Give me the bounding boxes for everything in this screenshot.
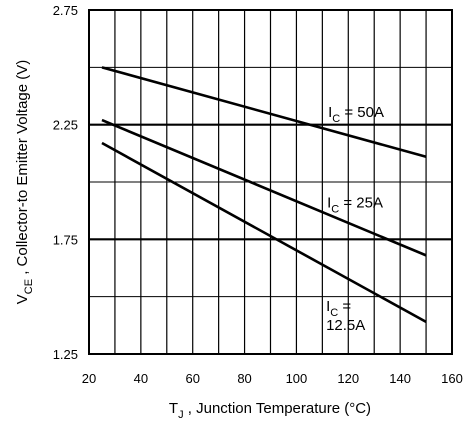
y-tick-label: 1.25	[53, 347, 78, 362]
x-tick-label: 120	[337, 371, 359, 386]
x-tick-label: 100	[286, 371, 308, 386]
y-tick-labels: 1.25 1.75 2.25 2.75	[53, 3, 78, 362]
x-axis-label-rest: , Junction Temperature (°C)	[184, 400, 371, 417]
x-axis-label-main: T	[169, 400, 178, 417]
y-axis-label: VCE , Collector-to Emitter Voltage (V)	[14, 60, 35, 305]
x-tick-labels: 20 40 60 80 100 120 140 160	[82, 371, 463, 386]
x-tick-label: 160	[441, 371, 463, 386]
plot-frame	[88, 9, 453, 355]
x-axis-label-subscript: J	[178, 409, 184, 421]
y-tick-label: 1.75	[53, 232, 78, 247]
y-tick-label: 2.75	[53, 3, 78, 18]
series-label-1: IC = 50A	[328, 104, 384, 125]
series-line-1	[101, 66, 427, 159]
y-tick-label: 2.25	[53, 118, 78, 133]
y-axis-label-subscript: CE	[23, 279, 35, 294]
y-axis-label-main: V	[14, 294, 31, 304]
x-tick-label: 80	[237, 371, 251, 386]
series-line-2	[101, 118, 427, 257]
x-tick-label: 20	[82, 371, 96, 386]
series-labels: IC = 50A IC = 25A IC = 12.5A	[326, 104, 384, 334]
grid	[89, 10, 452, 354]
y-axis-label-rest: , Collector-to Emitter Voltage (V)	[14, 60, 31, 279]
x-tick-label: 40	[134, 371, 148, 386]
series-line-3	[101, 141, 427, 324]
series-label-3: IC = 12.5A	[326, 298, 365, 334]
series-label-2: IC = 25A	[327, 194, 383, 215]
series-lines	[101, 66, 427, 324]
x-tick-label: 140	[389, 371, 411, 386]
x-tick-label: 60	[185, 371, 199, 386]
x-axis-label: TJ , Junction Temperature (°C)	[169, 400, 371, 421]
